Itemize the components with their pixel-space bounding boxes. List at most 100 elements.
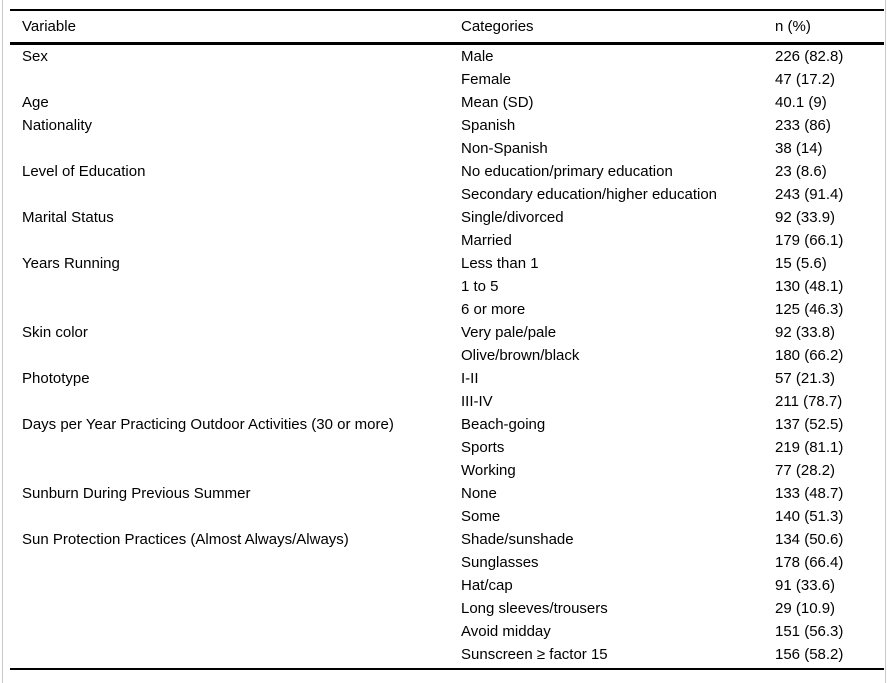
n-percent-cell: 180 (66.2)	[775, 347, 844, 364]
table-header-row: Variable Categories n (%)	[10, 10, 884, 45]
table-header: Variable Categories n (%)	[10, 10, 884, 45]
variable-cell: Age	[22, 94, 49, 111]
variable-cell	[10, 459, 461, 482]
n-percent-cell: 233 (86)	[775, 117, 831, 134]
page-left-border	[2, 0, 3, 683]
category-cell: Sports	[461, 439, 505, 456]
n-percent-cell: 29 (10.9)	[775, 600, 836, 617]
participant-characteristics-table: Variable Categories n (%) Sex Male 226 (…	[10, 9, 884, 670]
table-row: Long sleeves/trousers 29 (10.9)	[10, 597, 884, 620]
table-row: Sex Male 226 (82.8)	[10, 44, 884, 69]
variable-cell	[10, 183, 461, 206]
n-percent-cell: 38 (14)	[775, 140, 823, 157]
variable-cell: Phototype	[22, 370, 90, 387]
variable-cell: Sunburn During Previous Summer	[22, 485, 251, 502]
variable-cell	[10, 390, 461, 413]
variable-cell	[10, 620, 461, 643]
table-row: Non-Spanish 38 (14)	[10, 137, 884, 160]
table-row: Olive/brown/black 180 (66.2)	[10, 344, 884, 367]
variable-cell	[10, 229, 461, 252]
table-row: Marital Status Single/divorced 92 (33.9)	[10, 206, 884, 229]
table-row: Sports 219 (81.1)	[10, 436, 884, 459]
category-cell: Secondary education/higher education	[461, 186, 718, 203]
n-percent-cell: 211 (78.7)	[775, 393, 843, 410]
n-percent-cell: 134 (50.6)	[775, 531, 844, 548]
variable-cell: Sex	[22, 48, 48, 65]
variable-cell: Level of Education	[22, 163, 146, 180]
column-header-categories: Categories	[461, 10, 775, 45]
variable-cell	[10, 344, 461, 367]
table-row: Age Mean (SD) 40.1 (9)	[10, 91, 884, 114]
category-cell: No education/primary education	[461, 163, 673, 180]
category-cell: Sunglasses	[461, 554, 539, 571]
variable-cell	[10, 298, 461, 321]
n-percent-cell: 137 (52.5)	[775, 416, 844, 433]
variable-cell	[10, 436, 461, 459]
variable-cell: Years Running	[22, 255, 120, 272]
variable-cell: Nationality	[22, 117, 93, 134]
n-percent-cell: 140 (51.3)	[775, 508, 844, 525]
category-cell: Avoid midday	[461, 623, 551, 640]
table-row: 6 or more 125 (46.3)	[10, 298, 884, 321]
n-percent-cell: 125 (46.3)	[775, 301, 844, 318]
category-cell: Female	[461, 71, 512, 88]
n-percent-cell: 91 (33.6)	[775, 577, 836, 594]
variable-cell	[10, 574, 461, 597]
variable-cell	[10, 137, 461, 160]
category-cell: Sunscreen ≥ factor 15	[461, 646, 608, 663]
variable-cell	[10, 597, 461, 620]
variable-cell	[10, 275, 461, 298]
category-cell: Non-Spanish	[461, 140, 548, 157]
category-cell: Very pale/pale	[461, 324, 557, 341]
category-cell: I-II	[461, 370, 479, 387]
variable-cell: Days per Year Practicing Outdoor Activit…	[22, 416, 394, 433]
column-header-n-percent: n (%)	[775, 10, 884, 45]
table-row: Sun Protection Practices (Almost Always/…	[10, 528, 884, 551]
category-cell: 6 or more	[461, 301, 526, 318]
category-cell: Olive/brown/black	[461, 347, 580, 364]
table-row: Sunscreen ≥ factor 15 156 (58.2)	[10, 643, 884, 669]
variable-cell: Skin color	[22, 324, 88, 341]
table-row: Hat/cap 91 (33.6)	[10, 574, 884, 597]
category-cell: None	[461, 485, 497, 502]
table-row: Days per Year Practicing Outdoor Activit…	[10, 413, 884, 436]
table-row: 1 to 5 130 (48.1)	[10, 275, 884, 298]
table-body: Sex Male 226 (82.8) Female 47 (17.2) Age…	[10, 44, 884, 670]
n-percent-cell: 23 (8.6)	[775, 163, 827, 180]
category-cell: Married	[461, 232, 512, 249]
table-row: Nationality Spanish 233 (86)	[10, 114, 884, 137]
table-row: Sunburn During Previous Summer None 133 …	[10, 482, 884, 505]
n-percent-cell: 40.1 (9)	[775, 94, 827, 111]
table-row: Some 140 (51.3)	[10, 505, 884, 528]
variable-cell	[10, 68, 461, 91]
variable-cell: Marital Status	[22, 209, 114, 226]
n-percent-cell: 130 (48.1)	[775, 278, 844, 295]
table-row: Secondary education/higher education 243…	[10, 183, 884, 206]
n-percent-cell: 243 (91.4)	[775, 186, 844, 203]
table-row: Years Running Less than 1 15 (5.6)	[10, 252, 884, 275]
n-percent-cell: 226 (82.8)	[775, 48, 844, 65]
variable-cell	[10, 505, 461, 528]
n-percent-cell: 77 (28.2)	[775, 462, 836, 479]
table-row: Sunglasses 178 (66.4)	[10, 551, 884, 574]
n-percent-cell: 92 (33.9)	[775, 209, 836, 226]
n-percent-cell: 92 (33.8)	[775, 324, 836, 341]
category-cell: III-IV	[461, 393, 493, 410]
table-row: Level of Education No education/primary …	[10, 160, 884, 183]
category-cell: Mean (SD)	[461, 94, 534, 111]
n-percent-cell: 47 (17.2)	[775, 71, 836, 88]
n-percent-cell: 179 (66.1)	[775, 232, 844, 249]
column-header-variable: Variable	[10, 10, 461, 45]
category-cell: Working	[461, 462, 516, 479]
category-cell: Some	[461, 508, 501, 525]
n-percent-cell: 133 (48.7)	[775, 485, 844, 502]
n-percent-cell: 178 (66.4)	[775, 554, 844, 571]
category-cell: Male	[461, 48, 494, 65]
category-cell: Beach-going	[461, 416, 546, 433]
category-cell: Less than 1	[461, 255, 539, 272]
table-row: Avoid midday 151 (56.3)	[10, 620, 884, 643]
n-percent-cell: 151 (56.3)	[775, 623, 844, 640]
table-row: Working 77 (28.2)	[10, 459, 884, 482]
category-cell: 1 to 5	[461, 278, 499, 295]
